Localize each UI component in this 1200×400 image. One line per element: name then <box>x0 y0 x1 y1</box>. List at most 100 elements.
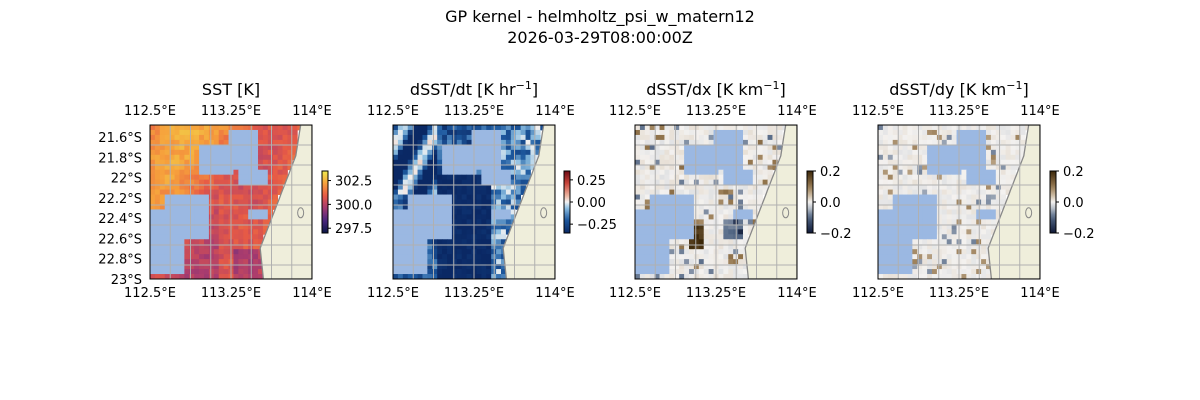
map-cell <box>738 164 744 171</box>
map-cell <box>878 224 884 230</box>
map-cell <box>684 219 690 225</box>
map-cell <box>684 234 690 240</box>
map-cell <box>892 129 899 136</box>
map-cell <box>466 234 472 240</box>
map-cell <box>407 129 414 136</box>
map-cell <box>233 169 239 176</box>
map-cell <box>243 209 249 215</box>
map-cell <box>708 204 714 210</box>
map-cell <box>689 199 695 205</box>
map-cell <box>990 169 997 176</box>
map-cell <box>951 194 957 200</box>
map-cell <box>437 254 443 260</box>
map-cell <box>243 184 249 190</box>
map-cell <box>728 149 734 156</box>
map-cell <box>456 174 463 181</box>
map-cell <box>169 264 175 270</box>
map-cell <box>689 144 695 151</box>
map-cell <box>243 149 249 156</box>
map-cell <box>951 209 957 215</box>
map-cell <box>515 154 522 161</box>
map-cell <box>674 274 680 279</box>
map-cell <box>184 129 190 136</box>
map-cell <box>174 164 180 171</box>
map-cell <box>927 199 933 205</box>
map-cell <box>689 129 695 136</box>
map-cell <box>961 204 967 210</box>
map-cell <box>689 125 695 131</box>
map-cell <box>520 144 526 151</box>
map-cell <box>442 199 448 205</box>
map-cell <box>393 259 399 265</box>
map-cell <box>897 179 903 186</box>
map-cell <box>442 134 448 141</box>
map-cell <box>208 129 215 136</box>
map-cell <box>393 149 399 156</box>
map-cell <box>154 125 161 131</box>
map-cell <box>481 184 487 190</box>
map-cell <box>932 189 938 195</box>
map-cell <box>407 229 414 235</box>
map-cell <box>912 249 918 255</box>
map-cell <box>723 125 729 131</box>
map-cell <box>154 169 161 176</box>
map-cell <box>402 154 409 161</box>
map-cell <box>461 229 468 235</box>
map-cell <box>466 209 472 215</box>
map-cell <box>902 274 908 279</box>
map-cell <box>878 154 884 161</box>
map-cell <box>922 254 928 260</box>
map-cell <box>208 154 215 161</box>
map-cell <box>718 134 724 141</box>
map-cell <box>693 244 700 250</box>
map-cell <box>169 254 175 260</box>
map-cell <box>747 214 754 220</box>
map-cell <box>995 144 1002 151</box>
map-cell <box>451 274 458 279</box>
map-cell <box>262 174 269 181</box>
map-cell <box>525 164 531 171</box>
map-cell <box>417 234 423 240</box>
map-cell <box>213 239 220 245</box>
map-cell <box>669 154 675 161</box>
map-cell <box>442 229 448 235</box>
map-cell <box>1010 149 1016 156</box>
map-cell <box>971 239 977 245</box>
map-cell <box>995 134 1002 141</box>
map-cell <box>466 129 472 136</box>
map-cell <box>208 224 215 230</box>
map-cell <box>287 144 293 151</box>
map-cell <box>635 249 641 255</box>
map-cell <box>966 174 972 181</box>
map-cell <box>639 184 646 190</box>
map-cell <box>466 229 472 235</box>
map-cell <box>199 139 205 146</box>
map-cell <box>267 139 274 146</box>
map-cell <box>515 199 522 205</box>
x-tick-label-bottom: 113.25°E <box>929 286 989 301</box>
map-cell <box>223 269 229 275</box>
map-cell <box>738 189 744 195</box>
map-cell <box>659 189 665 195</box>
map-cell <box>393 264 399 270</box>
map-cell <box>878 214 884 220</box>
map-cell <box>743 274 749 279</box>
map-cell <box>767 134 773 141</box>
map-cell <box>747 164 754 171</box>
map-cell <box>644 209 651 215</box>
map-cell <box>777 139 783 146</box>
map-cell <box>693 159 700 166</box>
map-cell <box>486 234 492 240</box>
map-cell <box>174 149 180 156</box>
map-cell <box>164 199 171 205</box>
map-cell <box>432 169 438 176</box>
map-cell <box>402 239 409 245</box>
x-tick-label-top: 114°E <box>292 104 332 119</box>
map-cell <box>767 154 773 161</box>
map-cell <box>946 194 953 200</box>
map-cell <box>995 189 1002 195</box>
map-cell <box>412 264 418 270</box>
map-cell <box>393 204 399 210</box>
map-cell <box>971 274 977 279</box>
map-cell <box>659 164 665 171</box>
